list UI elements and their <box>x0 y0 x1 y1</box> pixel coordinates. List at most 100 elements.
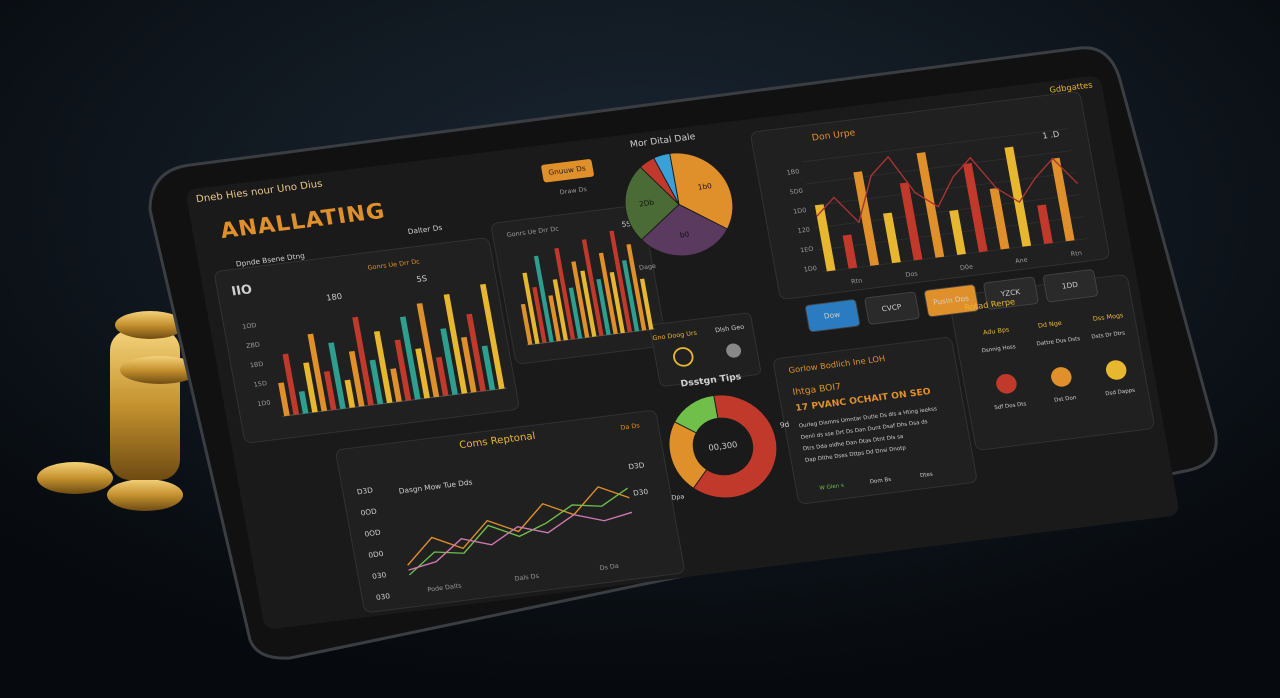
label: 0OD <box>360 507 378 518</box>
bar <box>348 350 365 407</box>
label: 1EO <box>800 246 814 254</box>
card-icon <box>996 374 1017 394</box>
bar <box>328 342 346 410</box>
bar <box>568 287 583 339</box>
label: 1OD <box>242 322 257 331</box>
bar <box>1004 146 1032 247</box>
bar <box>352 316 374 406</box>
button-label: YZCK <box>999 287 1021 298</box>
label: 030 <box>371 570 387 581</box>
label: 0D0 <box>368 549 385 560</box>
button[interactable]: Pusin Dos <box>924 284 979 318</box>
button[interactable]: YZCK <box>983 276 1039 310</box>
button-label: CVCP <box>881 302 903 313</box>
bar <box>303 362 318 413</box>
slice <box>669 152 734 230</box>
panel <box>949 274 1155 451</box>
button[interactable]: 1DD <box>1043 269 1098 303</box>
bar <box>399 316 421 400</box>
bar <box>580 270 597 337</box>
label: 5S <box>416 273 428 284</box>
grid <box>810 172 1076 207</box>
button[interactable]: Dow <box>805 299 861 333</box>
bar <box>548 295 561 342</box>
axis <box>282 387 507 417</box>
bar <box>435 356 449 397</box>
slice <box>692 394 778 499</box>
label: 1D0 <box>257 400 271 408</box>
label: 1B0 <box>786 168 800 176</box>
label: 00,300 <box>708 439 739 452</box>
bar <box>853 171 880 266</box>
label: 1D0 <box>803 265 817 273</box>
bar <box>481 345 496 391</box>
bar <box>460 336 477 393</box>
label: Adu Bps <box>983 327 1010 337</box>
label: Ds Da <box>599 563 619 572</box>
bar <box>440 328 458 395</box>
bar <box>390 368 402 402</box>
bar <box>842 234 858 269</box>
label: D3D <box>628 460 646 471</box>
label: Da Ds <box>620 422 640 431</box>
label: 1D0 <box>793 207 807 215</box>
bar <box>278 382 290 417</box>
button-bg <box>864 291 920 325</box>
label: Sdf Dos Dts <box>994 401 1027 411</box>
slice <box>653 152 680 205</box>
bar <box>581 239 604 336</box>
bar <box>989 187 1010 250</box>
bar <box>323 370 337 411</box>
label: Dalter Ds <box>407 223 443 236</box>
button[interactable]: CVCP <box>864 291 920 325</box>
label: 0OD <box>364 528 382 539</box>
bar <box>522 272 540 345</box>
label: Dsd Dapps <box>1105 388 1136 398</box>
button-label: 1DD <box>1061 280 1079 291</box>
bar <box>307 333 328 412</box>
bar <box>1037 204 1053 245</box>
bar <box>282 353 300 415</box>
label: 180 <box>325 291 342 303</box>
label: W Glen s <box>819 483 845 492</box>
button-label: Dow <box>823 310 841 321</box>
button-bg <box>805 299 861 333</box>
bar <box>532 286 547 344</box>
button-bg <box>1043 269 1098 303</box>
bar <box>639 278 654 330</box>
bar <box>554 247 576 340</box>
bar <box>552 279 569 341</box>
bar <box>520 303 533 345</box>
bar <box>899 182 923 261</box>
label: 2Db <box>638 198 655 209</box>
bar <box>533 255 554 343</box>
bar <box>373 330 393 404</box>
label: Dtes <box>920 472 934 479</box>
bar <box>415 348 430 399</box>
slice <box>673 394 719 434</box>
label: Rtn <box>1070 250 1082 258</box>
bar <box>622 260 640 332</box>
label: Draw Ds <box>559 186 587 196</box>
bar <box>962 163 988 253</box>
bar <box>369 359 384 405</box>
label: Dals Ds <box>514 573 539 583</box>
icon <box>673 347 694 367</box>
label: Dom Bs <box>869 477 891 486</box>
header-button[interactable]: Gnuuw Ds <box>541 159 595 183</box>
label: 5S <box>621 219 632 229</box>
button-bg <box>924 284 979 318</box>
label: Dss Mogs <box>1092 312 1124 323</box>
label: 1 .D <box>1042 129 1061 141</box>
label: Ane <box>1015 257 1029 265</box>
button-bg <box>983 276 1039 310</box>
panel <box>773 337 977 504</box>
bar <box>949 209 966 255</box>
label: Dsnnig Hoss <box>981 344 1016 354</box>
line <box>816 155 1079 224</box>
label: Dos <box>905 271 918 279</box>
label: D30 <box>632 487 649 498</box>
card-icon <box>1105 360 1127 380</box>
bar <box>883 212 901 264</box>
